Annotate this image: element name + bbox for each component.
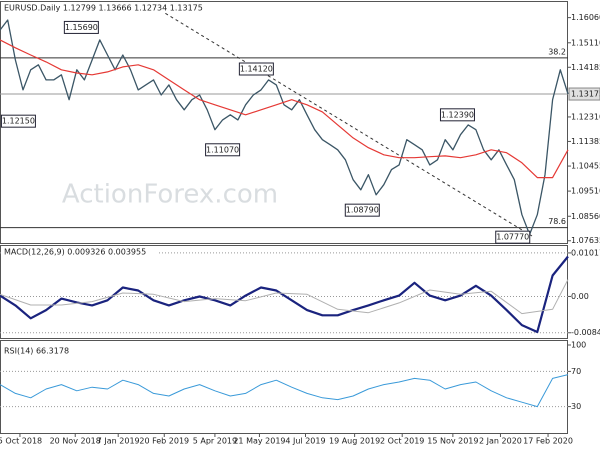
x-tick-label: 5 Oct 2018 <box>0 437 42 446</box>
y-tick-label: 1.09510 <box>571 187 600 196</box>
annotation-label: 1.11070 <box>206 145 239 154</box>
annotation-box <box>205 143 241 157</box>
annotation-label: 1.14120 <box>240 65 273 74</box>
annotation-label: 1.15690 <box>65 23 98 32</box>
x-tick-label: 5 Apr 2019 <box>193 437 237 446</box>
annotation-box <box>238 62 274 76</box>
trend-line <box>149 3 533 237</box>
x-tick-label: 21 May 2019 <box>233 437 285 446</box>
y-tick-label: 0.010174 <box>571 248 600 257</box>
x-tick-label: 7 Jan 2019 <box>97 437 140 446</box>
y-tick-label: 1.10455 <box>571 162 600 171</box>
annotation-label: 1.07770 <box>496 233 529 242</box>
x-tick-label: 20 Feb 2019 <box>139 437 189 446</box>
level-label: 38.2 <box>548 47 566 56</box>
y-tick-label: 1.12310 <box>571 112 600 121</box>
panel-title: MACD(12,26,9) 0.009326 0.003955 <box>4 248 146 257</box>
y-tick-label: 30 <box>571 402 581 411</box>
watermark: ActionForex.com <box>62 180 278 210</box>
y-tick-label: -0.008483 <box>571 328 600 337</box>
annotation-box <box>344 203 380 217</box>
last-price-label: 1.13175 <box>571 90 600 99</box>
y-tick-label: 1.11385 <box>571 137 600 146</box>
panel-title: EURUSD.Daily 1.12799 1.13666 1.12734 1.1… <box>4 4 203 13</box>
marks: 1.16060 1.15110 1.14185 1.12310 1.11385 1.104… <box>0 3 600 446</box>
annotation-box <box>0 114 36 128</box>
y-tick-label: 100 <box>571 341 586 350</box>
panel-title: RSI(14) 66.3178 <box>4 347 69 356</box>
annotation-box <box>63 20 99 34</box>
y-tick-label: 1.08560 <box>571 212 600 221</box>
series-line <box>0 39 569 179</box>
last-price-box <box>568 87 600 101</box>
x-tick-label: 4 Jul 2019 <box>285 437 325 446</box>
x-tick-label: 17 Feb 2020 <box>523 437 573 446</box>
annotation-label: 1.08790 <box>346 206 379 215</box>
y-tick-label: 1.14185 <box>571 63 600 72</box>
annotation-box <box>495 230 531 244</box>
title-bg <box>2 247 158 257</box>
series-line <box>0 255 569 334</box>
x-tick-label: 15 Nov 2019 <box>427 437 478 446</box>
level-label: 78.6 <box>548 217 566 226</box>
rsi-panel <box>0 340 568 434</box>
series-line <box>0 19 569 236</box>
x-tick-label: 2 Oct 2019 <box>380 437 424 446</box>
y-tick-label: 1.07635 <box>571 236 600 245</box>
series-line <box>0 279 569 315</box>
annotation-box <box>439 108 475 122</box>
y-tick-label: 1.16060 <box>571 13 600 22</box>
title-bg <box>2 3 222 13</box>
y-tick-label: 0.00 <box>571 292 589 301</box>
x-tick-label: 19 Aug 2019 <box>329 437 380 446</box>
title-bg <box>2 346 80 356</box>
x-tick-label: 20 Nov 2018 <box>50 437 101 446</box>
y-tick-label: 1.15110 <box>571 38 600 47</box>
y-tick-label: 70 <box>571 367 581 376</box>
annotation-label: 1.12390 <box>441 110 474 119</box>
annotation-label: 1.12150 <box>2 117 35 126</box>
series-line <box>0 374 569 408</box>
price-panel <box>0 1 568 244</box>
macd-panel <box>0 245 568 339</box>
x-tick-label: 2 Jan 2020 <box>479 437 522 446</box>
